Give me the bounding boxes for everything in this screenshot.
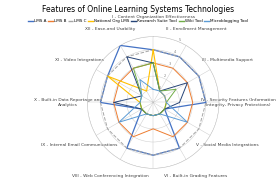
Legend: LMS A, LMS B, LMS C, National Org LMS, Research Suite Tool, Wiki Tool, Microblog: LMS A, LMS B, LMS C, National Org LMS, R… (26, 18, 250, 25)
Text: Features of Online Learning Systems Technologies: Features of Online Learning Systems Tech… (42, 5, 234, 14)
